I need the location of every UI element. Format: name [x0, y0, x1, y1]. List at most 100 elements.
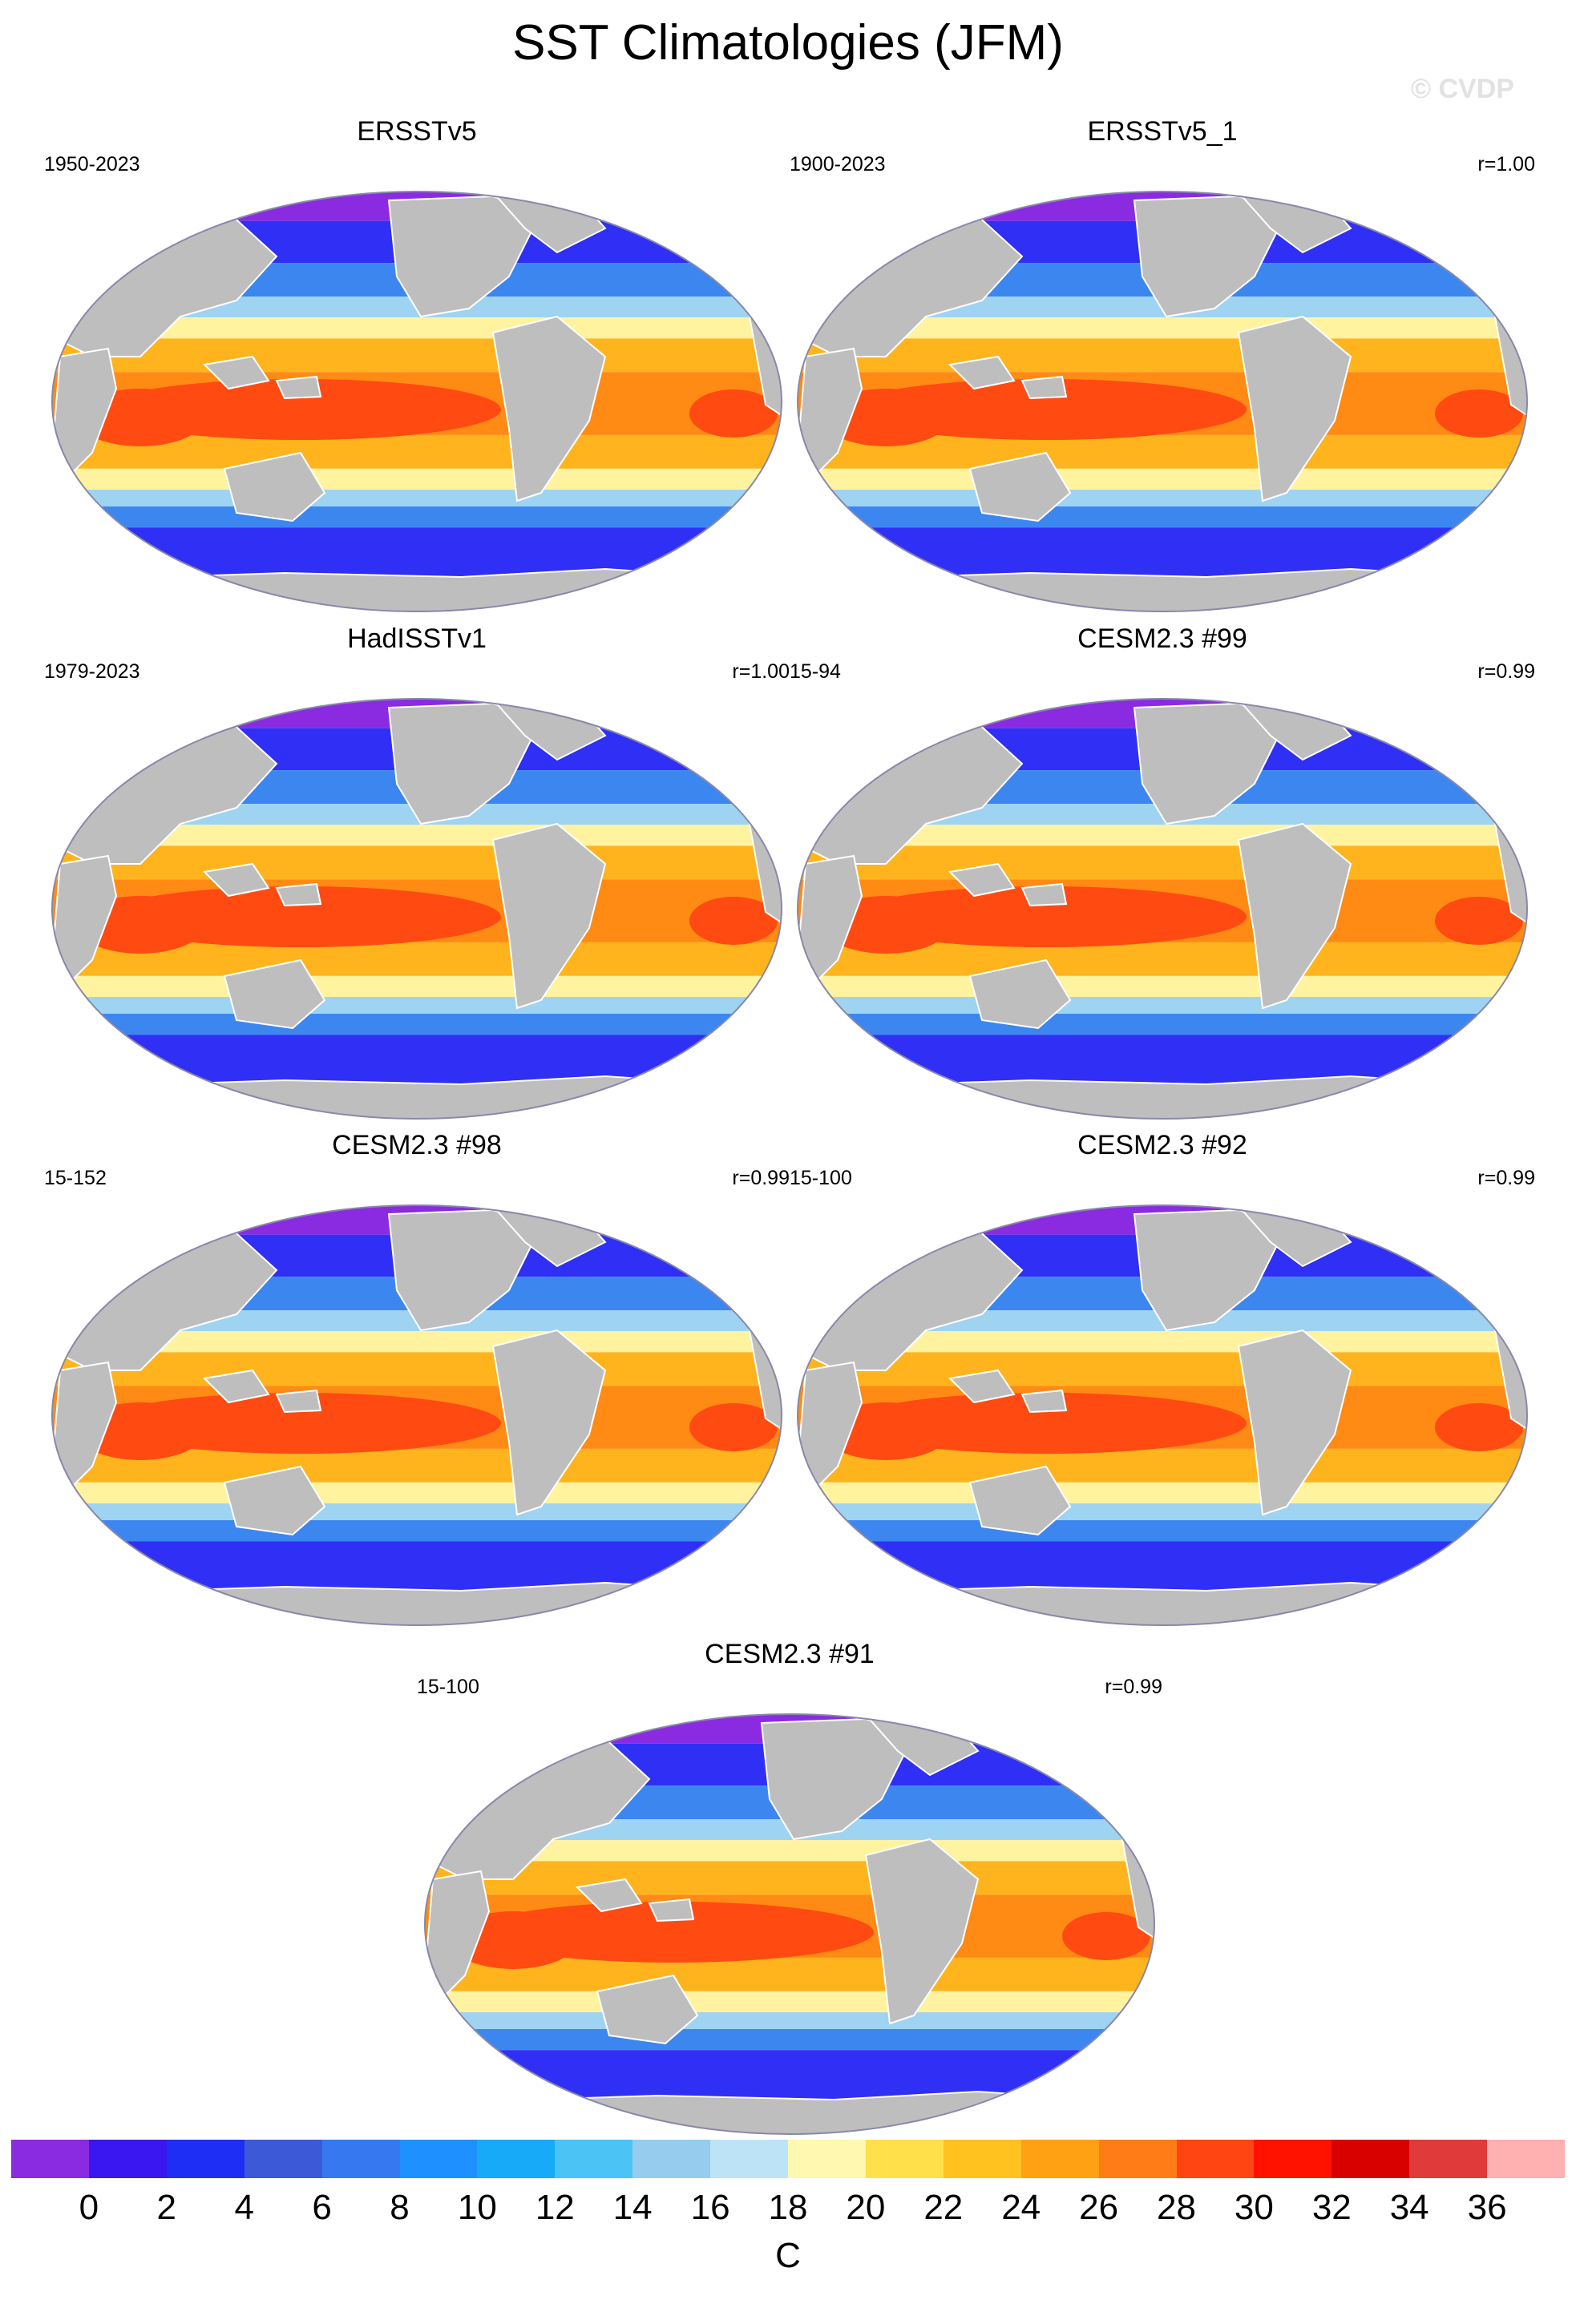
colorbar-unit: C: [775, 2236, 801, 2275]
land-mass: [425, 2090, 1154, 2134]
land-mass: [864, 1838, 980, 2025]
land-mass: [425, 1765, 467, 1825]
sst-band: [52, 1482, 782, 1504]
panel-period: 1979-2023: [44, 660, 140, 683]
colorbar-segment: [166, 2140, 245, 2178]
sst-band: [798, 506, 1527, 528]
land-mass: [275, 1389, 322, 1414]
sst-band: [52, 468, 782, 490]
sst-band: [425, 2012, 1154, 2029]
colorbar-tick-label: 24: [1001, 2188, 1041, 2227]
land-mass: [1237, 822, 1352, 1010]
colorbar-tick-label: 8: [390, 2188, 410, 2227]
sst-band: [798, 468, 1527, 490]
sst-band: [798, 1352, 1527, 1386]
land-mass: [968, 1465, 1072, 1536]
sst-band: [798, 527, 1527, 579]
sst-map: [424, 1713, 1155, 2135]
map-outline: [797, 191, 1528, 612]
panel-period: 15-152: [44, 1167, 107, 1189]
sst-map: [797, 191, 1528, 612]
land-mass: [52, 1257, 94, 1316]
colorbar-tick-label: 34: [1389, 2188, 1429, 2227]
panel-correlation: r=0.99: [732, 1167, 790, 1189]
land-mass: [52, 243, 94, 302]
cvdp-watermark: © CVDP: [1411, 74, 1514, 104]
land-mass: [223, 451, 326, 522]
sst-band: [798, 338, 1527, 373]
sst-band: [52, 1520, 782, 1542]
land-mass: [52, 347, 118, 478]
panel-correlation: r=0.99: [1105, 1676, 1162, 1698]
colorbar-tick-label: 18: [768, 2188, 808, 2227]
sst-band: [52, 527, 782, 579]
land-mass: [798, 567, 1527, 611]
map-panel: CESM2.3 #98 15-152 r=0.99: [44, 1130, 790, 1627]
map-outline: [797, 1204, 1528, 1626]
colorbar-tick-label: 6: [312, 2188, 332, 2227]
land-mass: [1237, 315, 1352, 502]
land-mass: [52, 1075, 782, 1119]
colorbar-segment: [555, 2140, 633, 2178]
map-panel: CESM2.3 #92 15-100 r=0.99: [790, 1130, 1535, 1627]
map-panel: CESM2.3 #99 15-94 r=0.99: [790, 623, 1535, 1120]
colorbar-segment: [11, 2140, 90, 2178]
colorbar-segment: [321, 2140, 400, 2178]
panel-title: ERSSTv5: [357, 116, 477, 147]
warm-pool-atlantic: [1435, 1403, 1523, 1451]
land-mass: [1020, 1389, 1068, 1414]
land-mass: [491, 315, 607, 502]
map-panel: ERSSTv5_1 1900-2023 r=1.00: [790, 116, 1535, 613]
sst-band: [798, 1035, 1527, 1086]
colorbar-segment: [710, 2140, 789, 2178]
land-mass: [52, 750, 94, 809]
land-mass: [223, 958, 326, 1030]
map-outline: [51, 698, 782, 1120]
colorbar-segment: [1098, 2140, 1177, 2178]
panel-title: HadISSTv1: [347, 623, 487, 654]
sst-band: [798, 490, 1527, 506]
colorbar-segment: [1176, 2140, 1255, 2178]
colorbar-segment: [1487, 2140, 1566, 2178]
sst-band: [798, 1503, 1527, 1520]
sst-band: [52, 506, 782, 528]
land-mass: [52, 567, 782, 611]
colorbar-tick-label: 30: [1234, 2188, 1274, 2227]
sst-band: [798, 1541, 1527, 1592]
colorbar-tick-label: 28: [1157, 2188, 1196, 2227]
sst-band: [52, 1541, 782, 1592]
land-mass: [596, 1974, 699, 2045]
warm-pool-atlantic: [689, 1403, 778, 1451]
land-mass: [798, 1361, 863, 1492]
land-mass: [223, 1465, 326, 1536]
warm-pool-atlantic: [689, 389, 778, 438]
colorbar-tick-label: 0: [79, 2188, 99, 2227]
land-mass: [202, 1369, 270, 1404]
sst-band: [798, 1482, 1527, 1504]
colorbar-segment: [1332, 2140, 1410, 2178]
panel-title: CESM2.3 #92: [1077, 1130, 1247, 1160]
land-mass: [948, 355, 1016, 390]
warm-pool-atlantic: [689, 897, 778, 945]
panel-correlation: r=1.00: [1477, 153, 1535, 176]
map-panel: CESM2.3 #91 15-100 r=0.99: [417, 1639, 1162, 2136]
colorbar-segment: [788, 2140, 867, 2178]
colorbar: [11, 2140, 1566, 2178]
sst-band: [425, 1861, 1154, 1895]
colorbar-segment: [1020, 2140, 1100, 2178]
figure-title: SST Climatologies (JFM): [512, 15, 1064, 71]
sst-band: [798, 1520, 1527, 1542]
colorbar-labels: 0 2 4 6 8 10 12 14 16 18 20 22 24 26 28 30 32 34 36: [11, 2188, 1565, 2236]
panel-title: CESM2.3 #91: [705, 1639, 875, 1669]
panel-period: 15-94: [790, 660, 841, 683]
land-mass: [948, 1369, 1016, 1404]
colorbar-tick-label: 12: [535, 2188, 575, 2227]
land-mass: [798, 1257, 839, 1316]
map-panel: ERSSTv5 1950-2023: [44, 116, 790, 613]
panel-period: 15-100: [417, 1676, 479, 1698]
sst-band: [52, 1503, 782, 1520]
sst-band: [52, 490, 782, 506]
sst-band: [798, 1014, 1527, 1035]
land-mass: [275, 882, 322, 907]
land-mass: [798, 1075, 1527, 1119]
